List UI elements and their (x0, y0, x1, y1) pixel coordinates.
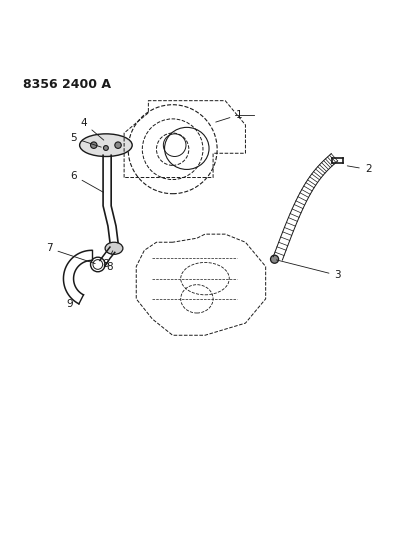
Ellipse shape (79, 134, 132, 157)
Text: 8356 2400 A: 8356 2400 A (23, 78, 111, 92)
Text: 4: 4 (80, 118, 103, 140)
Text: 1: 1 (215, 110, 241, 122)
Text: 5: 5 (70, 133, 101, 147)
Circle shape (115, 142, 121, 148)
Ellipse shape (105, 242, 123, 254)
Text: 2: 2 (346, 165, 371, 174)
Text: 7: 7 (46, 243, 95, 264)
Text: 6: 6 (70, 171, 103, 192)
Text: 9: 9 (66, 298, 73, 309)
Circle shape (90, 142, 97, 148)
Text: 8: 8 (106, 262, 113, 272)
Circle shape (270, 255, 278, 263)
Text: 3: 3 (276, 260, 340, 280)
Text: 8: 8 (102, 251, 112, 270)
Circle shape (103, 146, 108, 150)
